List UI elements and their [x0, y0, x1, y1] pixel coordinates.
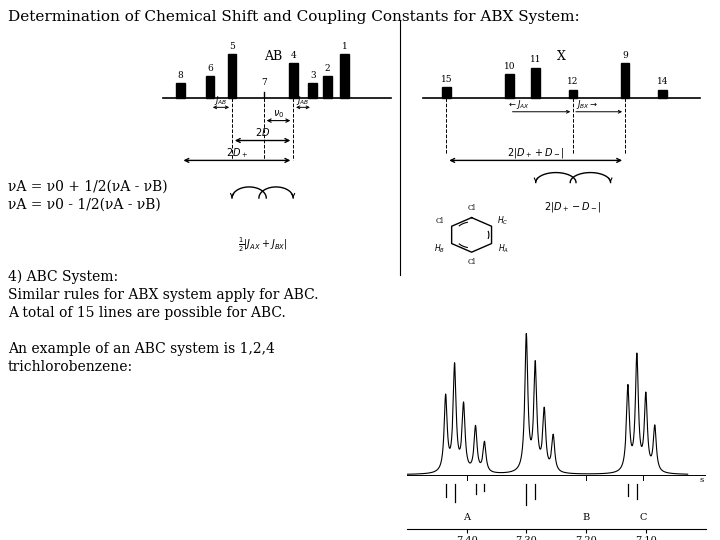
Bar [505, 74, 514, 98]
Text: $2|D_+ + D_-|$: $2|D_+ + D_-|$ [507, 146, 564, 160]
Text: 15: 15 [441, 75, 452, 84]
Text: Cl: Cl [436, 217, 444, 225]
Text: C: C [639, 513, 647, 522]
Text: Determination of Chemical Shift and Coupling Constants for ABX System:: Determination of Chemical Shift and Coup… [8, 10, 580, 24]
Text: 6: 6 [207, 64, 213, 73]
Bar [531, 68, 540, 98]
Bar [205, 76, 215, 98]
Text: νA = ν0 - 1/2(νA - νB): νA = ν0 - 1/2(νA - νB) [8, 198, 161, 212]
Text: 9: 9 [622, 51, 628, 60]
Bar [228, 54, 236, 98]
Bar [323, 76, 332, 98]
Text: trichlorobenzene:: trichlorobenzene: [8, 360, 133, 374]
Bar [621, 63, 629, 98]
Text: 4) ABC System:: 4) ABC System: [8, 270, 118, 285]
Text: 10: 10 [504, 62, 516, 71]
Text: $H_A$: $H_A$ [498, 242, 509, 255]
Text: $J_{AB}$: $J_{AB}$ [296, 94, 310, 107]
Text: $H_B$: $H_B$ [434, 242, 446, 255]
Text: 4: 4 [290, 51, 296, 60]
Text: B: B [582, 513, 590, 522]
Text: $J_{AB}$: $J_{AB}$ [215, 94, 228, 107]
Bar [569, 90, 577, 98]
Bar [289, 63, 297, 98]
Text: 3: 3 [310, 71, 315, 80]
Text: νA = ν0 + 1/2(νA - νB): νA = ν0 + 1/2(νA - νB) [8, 180, 168, 194]
Text: $J_{BX}\rightarrow$: $J_{BX}\rightarrow$ [576, 98, 598, 111]
Text: $2|D_+ - D_-|$: $2|D_+ - D_-|$ [544, 200, 602, 213]
Text: 5: 5 [229, 42, 235, 51]
Bar [308, 83, 318, 98]
Text: X: X [557, 50, 566, 63]
Text: 12: 12 [567, 77, 579, 86]
Text: 11: 11 [530, 55, 541, 64]
Text: An example of an ABC system is 1,2,4: An example of an ABC system is 1,2,4 [8, 342, 275, 356]
Text: $\frac{1}{2}|J_{AX}+ J_{BX}|$: $\frac{1}{2}|J_{AX}+ J_{BX}|$ [238, 235, 287, 254]
Text: Cl: Cl [467, 258, 476, 266]
Text: 8: 8 [178, 71, 184, 80]
Text: $\leftarrow J_{AX}$: $\leftarrow J_{AX}$ [507, 98, 530, 111]
Text: A: A [463, 513, 470, 522]
Text: Similar rules for ABX system apply for ABC.: Similar rules for ABX system apply for A… [8, 288, 318, 302]
Text: $\nu_0$: $\nu_0$ [273, 108, 284, 120]
Text: s: s [700, 476, 704, 484]
Bar [442, 87, 451, 98]
Text: 7: 7 [261, 78, 266, 87]
Text: $2D_+$: $2D_+$ [226, 146, 248, 160]
Text: $H_C$: $H_C$ [498, 215, 509, 227]
Text: AB: AB [264, 50, 283, 63]
Text: 2: 2 [325, 64, 330, 73]
Text: Cl: Cl [467, 204, 476, 212]
Text: 14: 14 [657, 77, 668, 86]
Text: 1: 1 [342, 42, 348, 51]
Bar [340, 54, 349, 98]
Bar [176, 83, 185, 98]
Text: $2D$: $2D$ [255, 126, 270, 138]
Bar [658, 90, 667, 98]
Text: A total of 15 lines are possible for ABC.: A total of 15 lines are possible for ABC… [8, 306, 286, 320]
